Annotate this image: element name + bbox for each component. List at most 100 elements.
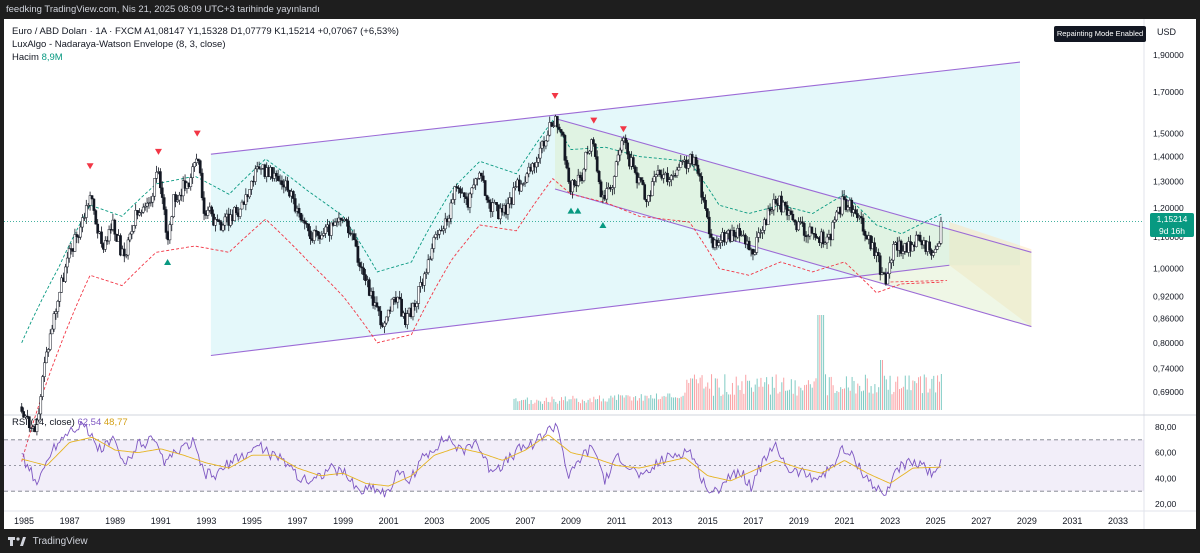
sell-signal-marker[interactable] — [86, 163, 94, 170]
candle-up[interactable] — [411, 303, 415, 318]
candle-up[interactable] — [449, 202, 453, 219]
candle-down[interactable] — [307, 223, 310, 232]
candle-down[interactable] — [354, 239, 358, 247]
candle-up[interactable] — [79, 226, 82, 238]
candle-down[interactable] — [791, 213, 795, 220]
candle-down[interactable] — [377, 306, 381, 312]
candle-down[interactable] — [567, 167, 571, 182]
candle-up[interactable] — [647, 195, 650, 203]
candle-down[interactable] — [666, 172, 669, 183]
candle-down[interactable] — [234, 206, 238, 214]
candle-down[interactable] — [495, 202, 498, 205]
candle-down[interactable] — [303, 220, 307, 224]
candle-up[interactable] — [48, 333, 52, 350]
candle-up[interactable] — [138, 212, 141, 216]
candle-up[interactable] — [335, 221, 339, 223]
candle-down[interactable] — [122, 248, 126, 257]
candle-down[interactable] — [873, 242, 876, 256]
candle-up[interactable] — [176, 199, 179, 202]
candle-down[interactable] — [164, 209, 168, 233]
candle-down[interactable] — [276, 175, 280, 181]
candle-up[interactable] — [544, 140, 548, 147]
candle-down[interactable] — [928, 241, 931, 251]
candle-down[interactable] — [316, 231, 320, 236]
candle-up[interactable] — [126, 239, 130, 256]
candle-up[interactable] — [472, 184, 476, 189]
candle-down[interactable] — [400, 298, 403, 317]
candle-down[interactable] — [345, 219, 348, 222]
candle-up[interactable] — [50, 328, 54, 335]
candle-up[interactable] — [56, 301, 60, 312]
candle-up[interactable] — [582, 168, 586, 181]
candle-up[interactable] — [329, 222, 333, 236]
sell-signal-marker[interactable] — [590, 117, 598, 124]
candle-up[interactable] — [932, 252, 935, 256]
candle-up[interactable] — [753, 252, 757, 255]
candle-up[interactable] — [221, 224, 225, 231]
candle-down[interactable] — [802, 223, 806, 236]
candle-down[interactable] — [789, 210, 793, 215]
candle-up[interactable] — [45, 351, 48, 364]
candle-up[interactable] — [762, 219, 766, 231]
candle-down[interactable] — [202, 197, 206, 214]
candle-down[interactable] — [299, 213, 303, 221]
sell-signal-marker[interactable] — [154, 148, 162, 155]
candle-up[interactable] — [669, 175, 673, 180]
rising-channel-lower-line[interactable] — [210, 264, 950, 357]
upper-envelope-line[interactable] — [21, 119, 943, 343]
candle-up[interactable] — [436, 233, 440, 236]
rising-channel-upper-line[interactable] — [210, 61, 1021, 155]
candle-down[interactable] — [793, 219, 797, 223]
sell-signal-marker[interactable] — [619, 126, 627, 133]
candle-up[interactable] — [170, 216, 174, 225]
candle-up[interactable] — [536, 157, 540, 163]
candle-up[interactable] — [73, 234, 77, 252]
candle-down[interactable] — [379, 310, 383, 326]
candle-down[interactable] — [217, 220, 221, 223]
candle-up[interactable] — [405, 313, 409, 325]
candle-up[interactable] — [914, 234, 918, 247]
candle-up[interactable] — [833, 219, 836, 223]
candle-down[interactable] — [854, 209, 857, 214]
candle-down[interactable] — [210, 206, 214, 215]
candle-down[interactable] — [280, 180, 284, 186]
candle-up[interactable] — [386, 309, 390, 318]
symbol-ohlc-line[interactable]: Euro / ABD Doları · 1A · FXCM A1,08147 Y… — [12, 26, 399, 37]
candle-up[interactable] — [37, 413, 41, 421]
candle-down[interactable] — [899, 240, 903, 254]
candle-up[interactable] — [240, 201, 244, 210]
candle-down[interactable] — [863, 231, 867, 236]
candle-up[interactable] — [806, 235, 810, 238]
candle-up[interactable] — [417, 286, 421, 304]
candle-up[interactable] — [385, 316, 388, 324]
candle-up[interactable] — [614, 161, 618, 177]
candle-down[interactable] — [626, 142, 629, 155]
candle-down[interactable] — [631, 157, 635, 168]
candle-down[interactable] — [597, 171, 601, 183]
candle-up[interactable] — [383, 322, 386, 327]
candle-down[interactable] — [856, 213, 859, 219]
candle-up[interactable] — [846, 206, 850, 211]
candle-down[interactable] — [398, 296, 402, 300]
candle-down[interactable] — [573, 179, 576, 186]
candle-down[interactable] — [487, 199, 491, 203]
candle-down[interactable] — [198, 160, 202, 174]
sell-signal-marker[interactable] — [551, 92, 559, 99]
candle-down[interactable] — [878, 255, 882, 275]
candle-down[interactable] — [747, 240, 751, 251]
candle-down[interactable] — [200, 172, 204, 199]
candle-up[interactable] — [650, 181, 654, 196]
candle-up[interactable] — [60, 277, 63, 293]
candle-down[interactable] — [462, 192, 466, 197]
candle-up[interactable] — [193, 162, 196, 168]
candle-up[interactable] — [840, 196, 844, 215]
candle-up[interactable] — [88, 195, 92, 206]
candle-up[interactable] — [451, 199, 455, 204]
candle-down[interactable] — [257, 166, 261, 169]
candle-up[interactable] — [390, 298, 394, 312]
candle-up[interactable] — [519, 183, 523, 192]
candle-down[interactable] — [593, 143, 597, 157]
currency-label[interactable]: USD — [1157, 27, 1177, 37]
candle-up[interactable] — [605, 188, 609, 200]
candle-up[interactable] — [679, 161, 683, 168]
